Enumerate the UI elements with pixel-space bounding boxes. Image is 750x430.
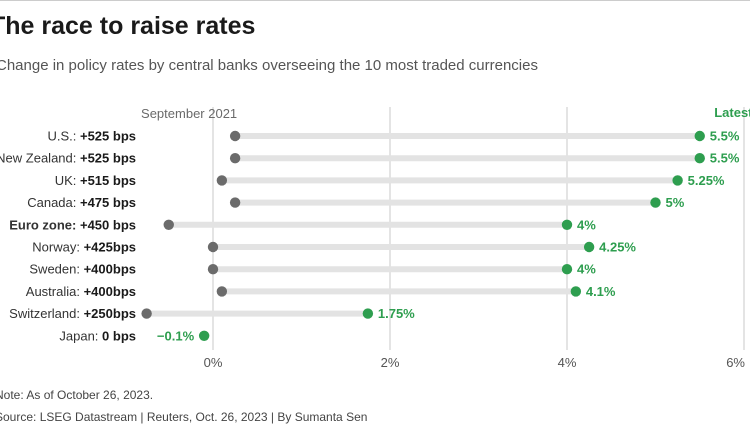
chart-note: Note: As of October 26, 2023. xyxy=(0,388,154,402)
end-dot xyxy=(561,264,573,275)
x-tick-label: 4% xyxy=(558,355,577,370)
start-dot xyxy=(207,264,219,275)
chart-subtitle: Change in policy rates by central banks … xyxy=(0,57,538,74)
end-value-label: 4.25% xyxy=(599,240,636,255)
dumbbell-chart: 0% 2% 4% 6% September 2021 Latest U.S.: +525 b… xyxy=(0,105,750,370)
start-dot xyxy=(207,241,219,253)
end-dot xyxy=(672,175,683,186)
end-dot xyxy=(561,219,573,230)
x-tick-label: 0% xyxy=(204,355,223,370)
start-column-label: September 2021 xyxy=(141,106,237,121)
rate-change: +450 bps xyxy=(80,217,136,232)
rate-change: +400bps xyxy=(84,262,136,277)
country-name: Switzerland: xyxy=(9,306,83,321)
row-label: U.S.: +525 bps xyxy=(47,129,136,144)
start-dot xyxy=(163,219,174,230)
country-name: Euro zone: xyxy=(9,217,80,232)
end-value-label: 4% xyxy=(577,217,596,232)
end-value-label: −0.1% xyxy=(157,328,195,343)
end-dot xyxy=(570,286,582,297)
rate-change: +400bps xyxy=(84,284,136,299)
end-dot xyxy=(583,241,595,253)
chart-title: The race to raise rates xyxy=(0,12,256,40)
start-dot xyxy=(229,153,241,164)
rate-change: +250bps xyxy=(84,306,136,321)
row-label: Japan: 0 bps xyxy=(59,328,136,343)
end-dot xyxy=(198,330,210,341)
row-label: UK: +515 bps xyxy=(55,173,136,188)
end-value-label: 4.1% xyxy=(586,284,616,299)
start-dot xyxy=(229,197,241,208)
start-dot xyxy=(216,175,228,186)
country-name: Norway: xyxy=(32,240,83,255)
end-value-label: 5.25% xyxy=(688,173,725,188)
rate-change: 0 bps xyxy=(102,328,136,343)
country-name: Canada: xyxy=(27,195,80,210)
end-dot xyxy=(362,308,374,319)
end-dot xyxy=(694,130,705,142)
country-name: Japan: xyxy=(59,328,102,343)
end-dot xyxy=(650,197,661,208)
end-value-label: 5.5% xyxy=(710,151,740,166)
end-value-label: 5% xyxy=(666,195,685,210)
x-tick-label: 6% xyxy=(726,355,745,370)
end-value-label: 4% xyxy=(577,262,596,277)
rate-change: +525 bps xyxy=(80,151,136,166)
chart-source: Source: LSEG Datastream | Reuters, Oct. … xyxy=(0,410,368,424)
country-name: New Zealand: xyxy=(0,151,80,166)
country-name: UK: xyxy=(55,173,80,188)
end-column-label: Latest xyxy=(714,105,750,120)
end-value-label: 5.5% xyxy=(710,129,740,144)
row-label: Switzerland: +250bps xyxy=(9,306,136,321)
country-name: Australia: xyxy=(26,284,84,299)
top-rule xyxy=(0,0,750,1)
start-dot xyxy=(141,308,152,319)
row-label: Australia: +400bps xyxy=(26,284,136,299)
country-name: U.S.: xyxy=(47,129,80,144)
start-dot xyxy=(229,130,241,142)
row-label: New Zealand: +525 bps xyxy=(0,151,136,166)
x-tick-label: 2% xyxy=(381,355,400,370)
country-name: Sweden: xyxy=(29,262,83,277)
row-label: Sweden: +400bps xyxy=(29,262,136,277)
end-value-label: 1.75% xyxy=(378,306,415,321)
rate-change: +425bps xyxy=(84,240,136,255)
rate-change: +525 bps xyxy=(80,129,136,144)
end-dot xyxy=(694,153,705,164)
row-label: Euro zone: +450 bps xyxy=(9,217,136,232)
row-label: Canada: +475 bps xyxy=(27,195,136,210)
start-dot xyxy=(216,286,228,297)
rate-change: +475 bps xyxy=(80,195,136,210)
rate-change: +515 bps xyxy=(80,173,136,188)
row-label: Norway: +425bps xyxy=(32,240,136,255)
